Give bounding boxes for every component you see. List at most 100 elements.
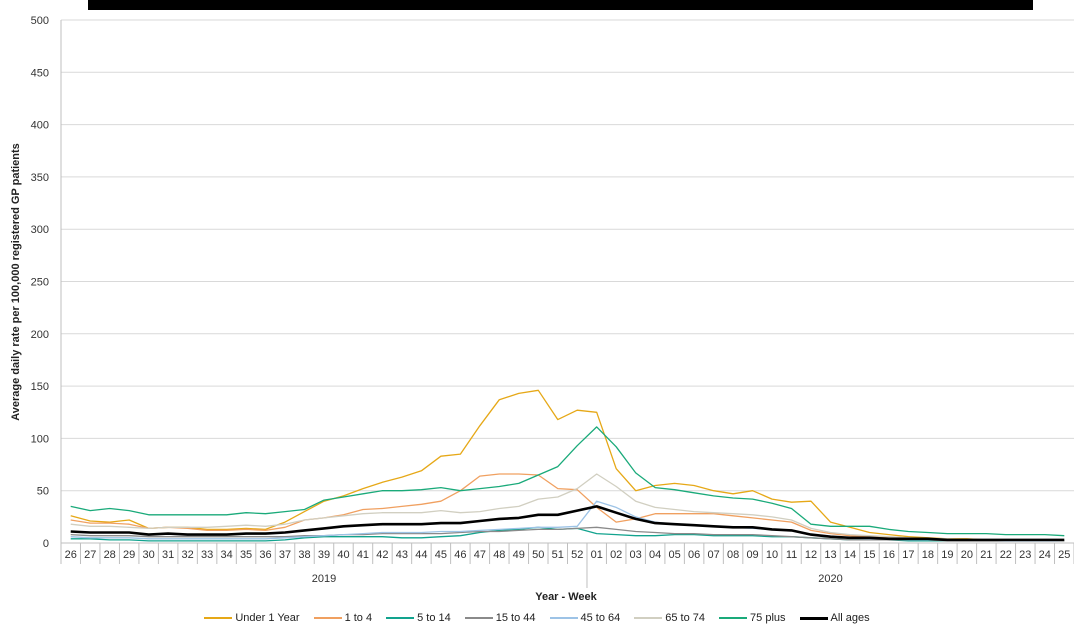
x-tick-label: 30 <box>143 549 155 561</box>
legend-swatch <box>313 617 342 619</box>
series-line-all-ages <box>70 505 1065 542</box>
legend-label: 15 to 44 <box>495 612 536 624</box>
x-tick-label: 26 <box>65 549 77 561</box>
legend-item: 75 plus <box>719 612 786 624</box>
x-tick-label: 24 <box>1039 549 1051 561</box>
x-axis-title: Year - Week <box>535 591 597 603</box>
legend-item: 65 to 74 <box>634 612 705 624</box>
x-tick-label: 01 <box>591 549 603 561</box>
x-tick-label: 11 <box>786 549 797 561</box>
x-tick-label: 05 <box>669 549 681 561</box>
x-tick-label: 14 <box>844 549 856 561</box>
x-tick-label: 33 <box>201 549 213 561</box>
series-line-under-1-year <box>70 389 1065 542</box>
legend-swatch <box>719 617 748 619</box>
x-tick-label: 44 <box>415 549 427 561</box>
y-tick-label: 150 <box>31 381 49 393</box>
y-axis-ticks: 0 50 100 150 200 250 300 350 400 450 500 <box>31 15 49 550</box>
legend-label: 1 to 4 <box>344 612 373 624</box>
legend-label: Under 1 Year <box>235 612 300 624</box>
x-tick-label: 37 <box>279 549 291 561</box>
year-group-label: 2019 <box>312 573 336 585</box>
x-tick-label: 12 <box>805 549 817 561</box>
legend-label: 75 plus <box>750 612 786 624</box>
year-group-label: 2020 <box>818 573 842 585</box>
x-tick-label: 32 <box>182 549 194 561</box>
legend-swatch <box>634 617 663 619</box>
x-tick-label: 13 <box>824 549 836 561</box>
x-tick-label: 49 <box>513 549 525 561</box>
x-tick-label: 23 <box>1019 549 1031 561</box>
x-tick-label: 43 <box>396 549 408 561</box>
x-tick-label: 20 <box>961 549 973 561</box>
x-tick-label: 39 <box>318 549 330 561</box>
legend-swatch <box>386 617 415 619</box>
legend-swatch <box>799 616 828 620</box>
x-tick-label: 48 <box>493 549 505 561</box>
x-tick-label: 27 <box>84 549 96 561</box>
chart-legend: Under 1 Year 1 to 4 5 to 14 15 to 44 45 to 6… <box>0 612 1074 624</box>
x-tick-label: 47 <box>474 549 486 561</box>
y-tick-label: 450 <box>31 67 49 79</box>
y-tick-label: 300 <box>31 224 49 236</box>
x-tick-label: 15 <box>863 549 875 561</box>
x-tick-label: 02 <box>610 549 622 561</box>
x-tick-label: 10 <box>766 549 778 561</box>
y-tick-label: 100 <box>31 433 49 445</box>
x-tick-label: 45 <box>435 549 447 561</box>
legend-item: 5 to 14 <box>386 612 451 624</box>
series-line-75-plus <box>70 426 1065 537</box>
y-tick-label: 400 <box>31 120 49 132</box>
legend-label: 45 to 64 <box>580 612 621 624</box>
x-tick-label: 34 <box>220 549 232 561</box>
redacted-title-bar <box>88 0 1033 10</box>
y-tick-label: 0 <box>43 538 49 550</box>
legend-swatch <box>204 617 233 619</box>
y-tick-label: 50 <box>37 486 49 498</box>
x-tick-label: 21 <box>980 549 992 561</box>
x-tick-label: 29 <box>123 549 135 561</box>
series-lines <box>70 389 1065 542</box>
x-tick-label: 08 <box>727 549 739 561</box>
x-tick-label: 25 <box>1058 549 1070 561</box>
legend-label: 5 to 14 <box>417 612 451 624</box>
y-tick-label: 350 <box>31 172 49 184</box>
x-tick-label: 22 <box>1000 549 1012 561</box>
y-tick-label: 500 <box>31 15 49 27</box>
legend-item: 1 to 4 <box>313 612 373 624</box>
x-tick-label: 28 <box>104 549 116 561</box>
gridlines <box>60 19 1074 543</box>
series-line-65-to-74 <box>70 473 1065 542</box>
x-tick-label: 06 <box>688 549 700 561</box>
x-tick-label: 38 <box>298 549 310 561</box>
x-tick-label: 42 <box>376 549 388 561</box>
legend-item: All ages <box>799 612 870 624</box>
x-tick-label: 18 <box>922 549 934 561</box>
x-tick-label: 16 <box>883 549 895 561</box>
x-tick-label: 04 <box>649 549 661 561</box>
x-tick-label: 17 <box>902 549 914 561</box>
legend-label: 65 to 74 <box>665 612 706 624</box>
x-tick-label: 07 <box>707 549 719 561</box>
series-line-1-to-4 <box>70 473 1065 542</box>
y-tick-label: 250 <box>31 277 49 289</box>
x-tick-label: 35 <box>240 549 252 561</box>
x-tick-label: 03 <box>630 549 642 561</box>
legend-label: All ages <box>830 612 870 624</box>
x-tick-label: 46 <box>454 549 466 561</box>
legend-swatch <box>464 617 493 619</box>
x-tick-label: 36 <box>259 549 271 561</box>
legend-swatch <box>549 617 578 619</box>
legend-item: Under 1 Year <box>204 612 300 624</box>
x-tick-label: 40 <box>337 549 349 561</box>
legend-item: 15 to 44 <box>464 612 536 624</box>
x-tick-label: 50 <box>532 549 544 561</box>
x-tick-label: 19 <box>941 549 953 561</box>
legend-item: 45 to 64 <box>549 612 621 624</box>
x-tick-label: 09 <box>746 549 758 561</box>
x-tick-label: 51 <box>552 549 564 561</box>
y-tick-label: 200 <box>31 329 49 341</box>
y-axis-title: Average daily rate per 100,000 registere… <box>10 143 22 421</box>
x-tick-label: 41 <box>357 549 369 561</box>
